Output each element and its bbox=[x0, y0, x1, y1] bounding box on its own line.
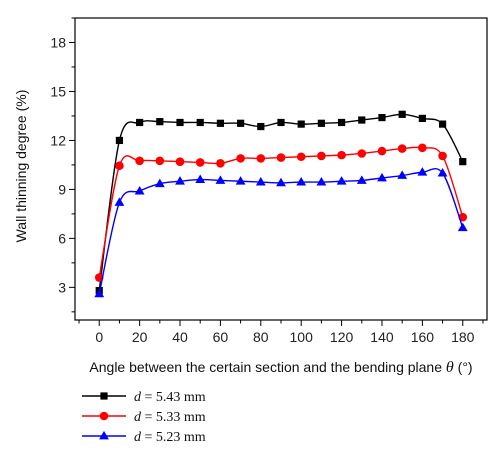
legend-label: d = 5.33 mm bbox=[134, 410, 206, 425]
data-point bbox=[175, 176, 185, 185]
data-point bbox=[94, 288, 105, 298]
x-tick-label: 40 bbox=[172, 329, 188, 345]
data-point bbox=[438, 151, 447, 161]
data-point bbox=[216, 158, 225, 168]
data-point bbox=[175, 157, 185, 166]
legend-marker bbox=[99, 411, 109, 421]
data-point bbox=[337, 150, 346, 160]
x-tick-label: 20 bbox=[132, 329, 148, 345]
data-point bbox=[154, 178, 165, 188]
y-tick-label: 3 bbox=[58, 279, 66, 295]
data-point bbox=[256, 154, 266, 163]
y-axis-title: Wall thinning degree (%) bbox=[13, 90, 29, 243]
legend-label: d = 5.23 mm bbox=[134, 430, 206, 445]
x-axis-title: Angle between the certain section and th… bbox=[89, 359, 472, 376]
data-point bbox=[215, 175, 226, 184]
data-point bbox=[296, 176, 307, 186]
y-tick-label: 9 bbox=[58, 181, 66, 197]
data-point bbox=[357, 149, 367, 158]
legend-item: d = 5.23 mm bbox=[82, 430, 206, 445]
series-1 bbox=[94, 143, 468, 282]
data-point bbox=[276, 153, 286, 162]
series-line bbox=[98, 167, 464, 295]
data-point bbox=[176, 118, 184, 127]
data-point bbox=[418, 114, 426, 122]
data-point bbox=[257, 122, 265, 131]
data-point bbox=[115, 161, 124, 171]
y-tick-label: 12 bbox=[50, 132, 66, 148]
data-point bbox=[317, 151, 326, 161]
data-point bbox=[297, 120, 305, 128]
data-point bbox=[337, 118, 346, 127]
data-point bbox=[296, 152, 306, 162]
data-point bbox=[377, 172, 387, 182]
series-line bbox=[98, 146, 464, 278]
data-point bbox=[437, 167, 448, 177]
series-2 bbox=[94, 167, 468, 298]
legend-marker bbox=[100, 392, 108, 400]
data-point bbox=[237, 119, 245, 127]
legend-item: d = 5.43 mm bbox=[82, 390, 206, 405]
data-point bbox=[316, 176, 327, 186]
data-point bbox=[336, 176, 347, 185]
data-point bbox=[155, 156, 165, 166]
data-point bbox=[195, 158, 205, 167]
data-point bbox=[418, 143, 427, 153]
data-point bbox=[114, 197, 125, 206]
x-tick-label: 60 bbox=[213, 329, 229, 345]
x-tick-label: 100 bbox=[290, 329, 314, 345]
data-point bbox=[196, 118, 204, 127]
y-tick-label: 18 bbox=[50, 34, 66, 50]
x-tick-label: 120 bbox=[330, 329, 354, 345]
data-point bbox=[356, 175, 367, 184]
data-point bbox=[457, 222, 468, 232]
data-point bbox=[459, 158, 467, 166]
data-point bbox=[236, 154, 245, 163]
data-point bbox=[276, 177, 286, 187]
data-point bbox=[134, 185, 145, 195]
data-point bbox=[317, 119, 325, 127]
x-tick-label: 140 bbox=[370, 329, 394, 345]
data-point bbox=[378, 113, 386, 122]
x-tick-label: 160 bbox=[411, 329, 435, 345]
x-tick-label: 180 bbox=[451, 329, 475, 345]
data-point bbox=[398, 110, 406, 118]
data-point bbox=[277, 118, 285, 127]
series-line bbox=[98, 113, 464, 291]
plot-area bbox=[94, 110, 468, 298]
data-point bbox=[358, 116, 366, 124]
data-point bbox=[235, 176, 246, 185]
legend-label: d = 5.43 mm bbox=[134, 390, 206, 405]
legend-item: d = 5.33 mm bbox=[82, 410, 206, 425]
data-point bbox=[255, 176, 266, 186]
data-point bbox=[115, 136, 124, 145]
x-tick-label: 0 bbox=[95, 329, 103, 345]
series-0 bbox=[95, 110, 467, 295]
data-point bbox=[216, 119, 225, 127]
data-point bbox=[377, 146, 387, 156]
legend: d = 5.43 mm d = 5.33 mm d = 5.23 mm bbox=[82, 390, 206, 445]
data-point bbox=[136, 118, 144, 127]
data-point bbox=[195, 174, 206, 184]
legend-marker bbox=[99, 430, 109, 440]
data-point bbox=[417, 167, 428, 176]
data-point bbox=[397, 144, 407, 153]
y-tick-label: 6 bbox=[58, 230, 66, 246]
plot-frame bbox=[74, 17, 488, 321]
data-point bbox=[156, 118, 164, 126]
x-tick-label: 80 bbox=[253, 329, 269, 345]
data-point bbox=[438, 120, 447, 128]
y-tick-label: 15 bbox=[50, 83, 66, 99]
data-point bbox=[397, 170, 408, 179]
data-point bbox=[135, 156, 144, 166]
axes: 0 20 40 60 80 100 120 140 160 180 3 6 9 12 15 18 bbox=[50, 17, 488, 345]
